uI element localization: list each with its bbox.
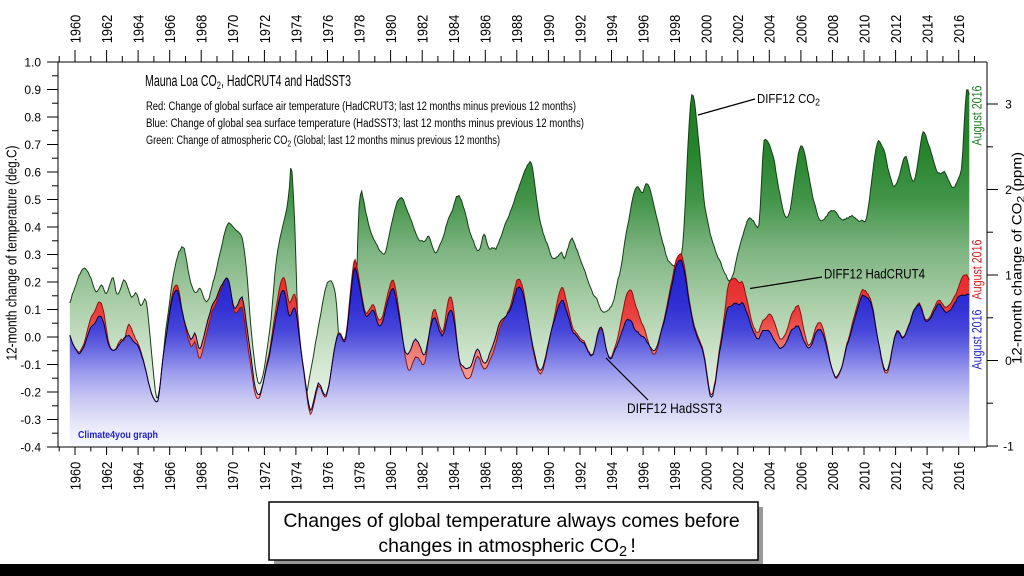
svg-text:Red: Change of global surface: Red: Change of global surface air temper…	[146, 101, 576, 113]
svg-text:0.0: 0.0	[24, 330, 41, 344]
svg-text:-0.1: -0.1	[20, 358, 41, 372]
svg-text:0.9: 0.9	[24, 83, 41, 97]
svg-text:1984: 1984	[446, 15, 463, 44]
svg-text:1.0: 1.0	[24, 55, 41, 69]
svg-text:1982: 1982	[415, 15, 432, 44]
svg-text:2008: 2008	[825, 15, 842, 44]
svg-text:2000: 2000	[699, 462, 716, 491]
svg-text:0.1: 0.1	[24, 303, 41, 317]
svg-text:Green: Change of atmospheric C: Green: Change of atmospheric CO2 (Global…	[146, 135, 500, 149]
svg-text:1992: 1992	[572, 15, 589, 44]
svg-text:2010: 2010	[856, 15, 873, 44]
svg-text:2000: 2000	[699, 15, 716, 44]
svg-text:August 2016: August 2016	[970, 86, 985, 146]
svg-text:1976: 1976	[320, 15, 337, 44]
svg-text:1962: 1962	[99, 15, 116, 44]
svg-text:1960: 1960	[67, 462, 84, 491]
svg-text:2: 2	[1005, 183, 1012, 197]
svg-text:1982: 1982	[415, 462, 432, 491]
svg-text:1984: 1984	[446, 462, 463, 491]
svg-text:0.5: 0.5	[24, 193, 41, 207]
svg-text:!: !	[625, 535, 636, 557]
svg-text:2014: 2014	[920, 15, 937, 44]
svg-text:1990: 1990	[541, 15, 558, 44]
svg-text:August 2016: August 2016	[970, 310, 985, 370]
svg-text:Changes of global temperature: Changes of global temperature always com…	[283, 510, 739, 532]
svg-text:2010: 2010	[856, 462, 873, 491]
svg-text:2004: 2004	[762, 15, 779, 44]
svg-text:1970: 1970	[225, 462, 242, 491]
svg-text:-0.4: -0.4	[20, 440, 41, 454]
svg-text:1996: 1996	[636, 462, 653, 491]
svg-text:2016: 2016	[951, 15, 968, 44]
svg-text:1996: 1996	[636, 15, 653, 44]
svg-text:1990: 1990	[541, 462, 558, 491]
svg-text:2006: 2006	[793, 462, 810, 491]
svg-text:DIFF12 CO2: DIFF12 CO2	[757, 91, 820, 109]
svg-text:August 2016: August 2016	[970, 240, 985, 300]
svg-text:1980: 1980	[383, 462, 400, 491]
svg-text:1964: 1964	[131, 15, 148, 44]
svg-text:1978: 1978	[351, 15, 368, 44]
svg-text:-1: -1	[1003, 439, 1014, 453]
svg-text:Blue: Change of global sea sur: Blue: Change of global sea surface tempe…	[146, 118, 584, 130]
svg-text:2008: 2008	[825, 462, 842, 491]
svg-text:2006: 2006	[793, 15, 810, 44]
svg-text:1966: 1966	[162, 15, 179, 44]
svg-text:changes in atmospheric CO: changes in atmospheric CO	[378, 535, 619, 557]
svg-text:1994: 1994	[604, 15, 621, 44]
svg-text:0.2: 0.2	[24, 275, 41, 289]
svg-text:0.8: 0.8	[24, 110, 41, 124]
svg-text:0.6: 0.6	[24, 165, 41, 179]
svg-text:1998: 1998	[667, 462, 684, 491]
svg-text:0.4: 0.4	[24, 220, 41, 234]
svg-text:3: 3	[1005, 97, 1012, 111]
svg-text:2012: 2012	[888, 462, 905, 491]
svg-text:1970: 1970	[225, 15, 242, 44]
svg-text:2014: 2014	[920, 462, 937, 491]
svg-text:1978: 1978	[351, 462, 368, 491]
svg-text:0: 0	[1005, 354, 1012, 368]
svg-text:12-month change of temperature: 12-month change of temperature (deg.C)	[5, 146, 21, 361]
svg-text:1966: 1966	[162, 462, 179, 491]
svg-text:2002: 2002	[730, 462, 747, 491]
svg-text:0.7: 0.7	[24, 138, 41, 152]
svg-text:1968: 1968	[194, 15, 211, 44]
svg-text:1986: 1986	[478, 462, 495, 491]
svg-text:1972: 1972	[257, 15, 274, 44]
svg-text:Mauna Loa CO2, HadCRUT4 and Ha: Mauna Loa CO2, HadCRUT4 and HadSST3	[145, 73, 351, 92]
svg-text:-0.3: -0.3	[20, 413, 41, 427]
svg-text:0.3: 0.3	[24, 248, 41, 262]
svg-text:1962: 1962	[99, 462, 116, 491]
svg-text:1988: 1988	[509, 15, 526, 44]
svg-text:2016: 2016	[951, 462, 968, 491]
svg-text:1974: 1974	[288, 462, 305, 491]
svg-text:2012: 2012	[888, 15, 905, 44]
svg-text:1964: 1964	[131, 462, 148, 491]
svg-text:1960: 1960	[67, 15, 84, 44]
svg-text:1: 1	[1005, 268, 1012, 282]
svg-text:1992: 1992	[572, 462, 589, 491]
svg-text:1976: 1976	[320, 462, 337, 491]
svg-text:1988: 1988	[509, 462, 526, 491]
svg-text:-0.2: -0.2	[20, 385, 41, 399]
svg-text:2002: 2002	[730, 15, 747, 44]
svg-text:12-month change of CO2 (ppm): 12-month change of CO2 (ppm)	[1010, 152, 1024, 364]
svg-text:1986: 1986	[478, 15, 495, 44]
svg-text:1994: 1994	[604, 462, 621, 491]
svg-text:DIFF12 HadCRUT4: DIFF12 HadCRUT4	[824, 267, 925, 282]
svg-text:Climate4you graph: Climate4you graph	[78, 430, 158, 441]
svg-text:1980: 1980	[383, 15, 400, 44]
svg-text:DIFF12 HadSST3: DIFF12 HadSST3	[627, 401, 722, 416]
svg-text:2: 2	[619, 544, 627, 560]
svg-text:1974: 1974	[288, 15, 305, 44]
svg-text:2004: 2004	[762, 462, 779, 491]
svg-text:1968: 1968	[194, 462, 211, 491]
svg-text:1998: 1998	[667, 15, 684, 44]
svg-text:1972: 1972	[257, 462, 274, 491]
